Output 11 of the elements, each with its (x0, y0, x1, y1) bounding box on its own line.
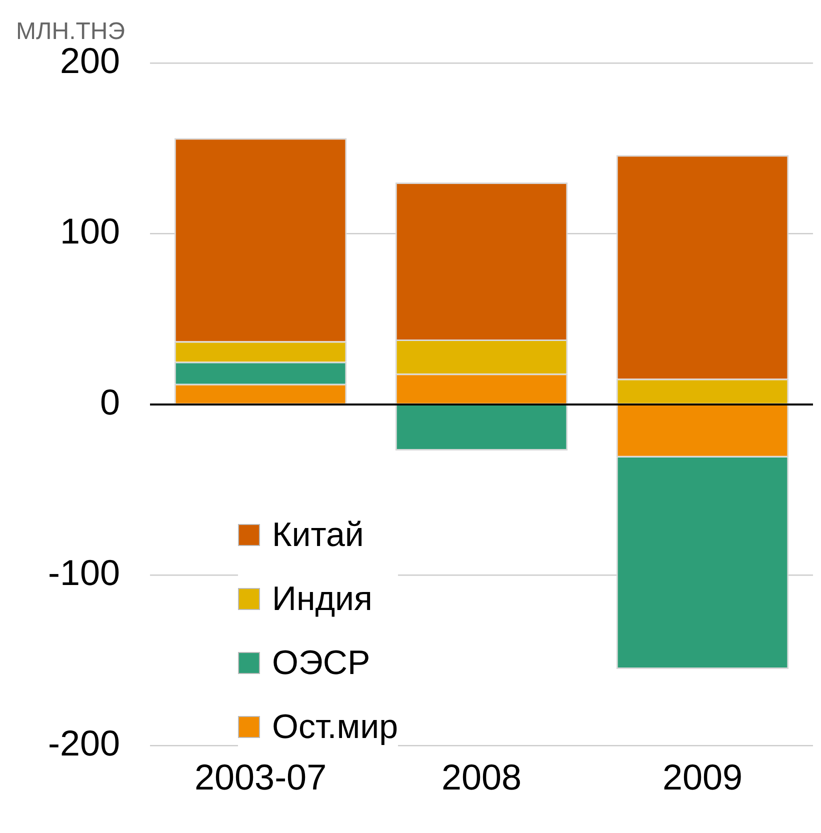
x-tick-label: 2003-07 (194, 756, 327, 798)
x-tick-label: 2008 (441, 756, 522, 798)
legend-label: ОЭСР (272, 644, 370, 682)
y-tick-label: 0 (100, 381, 120, 422)
legend-label: Ост.мир (272, 708, 398, 746)
x-tick-label: 2009 (662, 756, 743, 798)
y-tick-label: -200 (48, 722, 120, 764)
y-tick-label: 100 (60, 210, 120, 252)
y-tick-label: -100 (48, 552, 120, 594)
legend-label: Индия (272, 580, 372, 618)
legend-label: Китай (272, 516, 364, 554)
